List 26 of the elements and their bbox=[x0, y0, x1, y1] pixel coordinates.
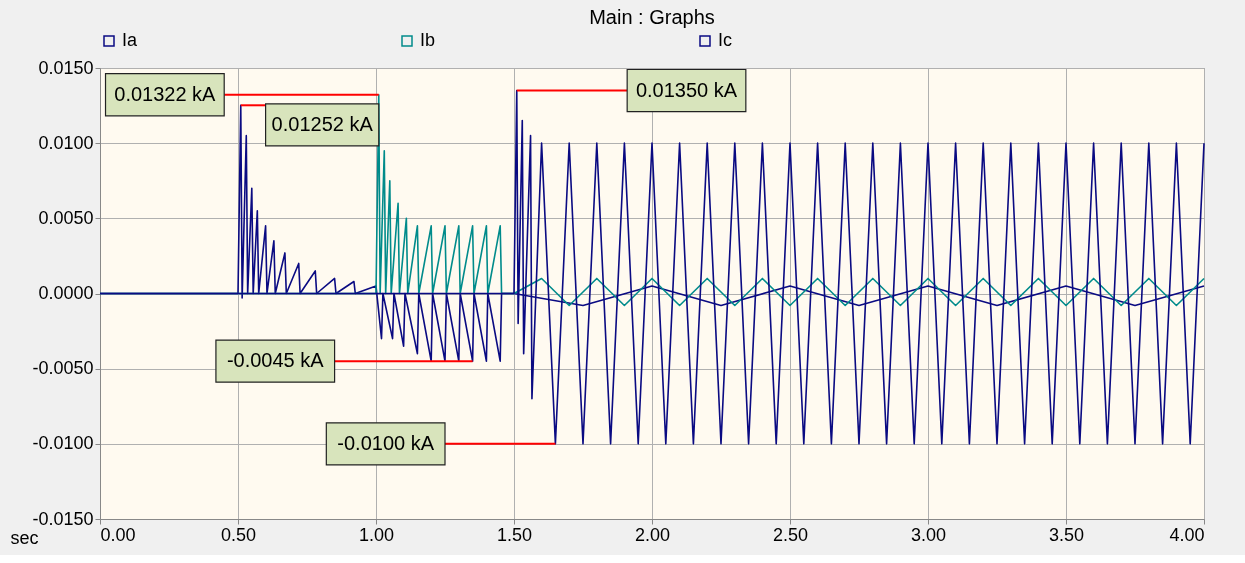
y-tick-label: -0.0150 bbox=[32, 508, 94, 529]
x-tick-label: 4.00 bbox=[1169, 524, 1205, 545]
annotation: -0.0100 kA bbox=[337, 431, 435, 454]
annotation: 0.01350 kA bbox=[635, 78, 738, 101]
annotation: -0.0045 kA bbox=[226, 349, 325, 372]
y-tick-label: 0.0150 bbox=[38, 57, 94, 78]
legend-label: Ib bbox=[420, 30, 436, 50]
legend-label: Ia bbox=[122, 30, 138, 50]
y-tick-label: -0.0100 bbox=[32, 433, 94, 454]
x-tick-label: 1.00 bbox=[358, 524, 395, 545]
legend-label: Ic bbox=[718, 30, 733, 50]
y-tick-label: -0.0050 bbox=[32, 358, 94, 379]
y-tick-label: 0.0000 bbox=[38, 283, 94, 303]
annotation: 0.01252 kA bbox=[271, 112, 374, 135]
y-tick-label: 0.0100 bbox=[38, 132, 94, 153]
x-tick-label: 0.00 bbox=[100, 524, 136, 545]
x-tick-label: 2.50 bbox=[772, 524, 809, 545]
x-axis-title: sec bbox=[10, 527, 39, 548]
x-tick-label: 2.00 bbox=[634, 524, 671, 545]
x-tick-label: 1.50 bbox=[496, 524, 533, 545]
y-tick-label: 0.0050 bbox=[38, 207, 94, 228]
annotation: 0.01322 kA bbox=[114, 82, 217, 105]
chart-title: Main : Graphs bbox=[589, 6, 715, 28]
x-tick-label: 0.50 bbox=[220, 524, 257, 545]
x-tick-label: 3.50 bbox=[1048, 524, 1085, 545]
x-tick-label: 3.00 bbox=[910, 524, 947, 545]
